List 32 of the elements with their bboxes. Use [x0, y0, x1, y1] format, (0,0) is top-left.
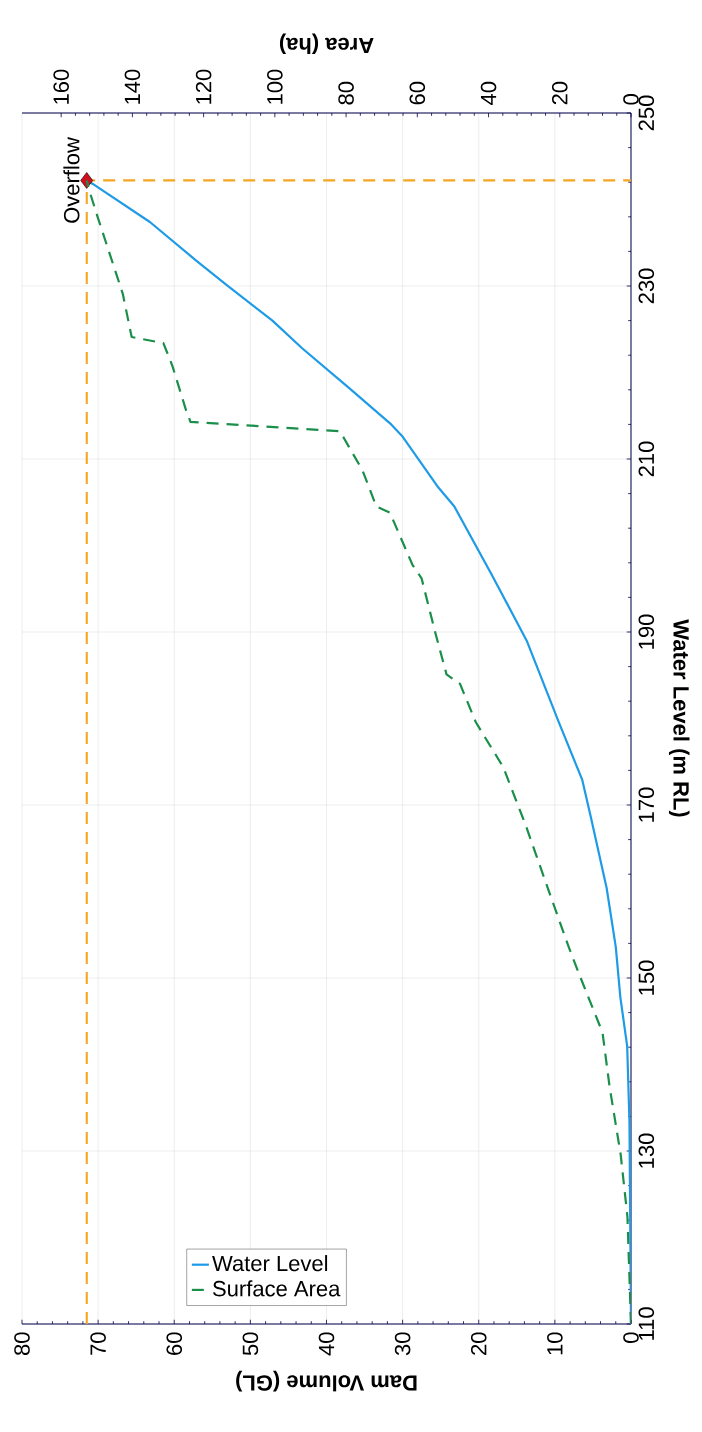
x2-axis-title: Area (ha): [279, 33, 374, 54]
x-tick-label: 70: [90, 1332, 106, 1355]
x-axis-title: Dam Volume (GL): [236, 1370, 417, 1392]
x2-tick-label: 20: [551, 81, 568, 105]
x-tick-label: 60: [166, 1332, 183, 1355]
x2-tick-label: 140: [124, 69, 141, 104]
x2-tick-label: 160: [53, 69, 69, 104]
x-tick-label: 30: [394, 1332, 411, 1356]
x-tick-label: 50: [242, 1332, 259, 1356]
y-tick-label: 130: [638, 1133, 655, 1168]
x-tick-label: 40: [318, 1332, 335, 1356]
y-tick-label: 190: [638, 614, 655, 649]
legend-label: Water Level: [212, 1255, 328, 1272]
y-tick-label: 110: [638, 1307, 655, 1340]
x-tick-label: 80: [14, 1332, 30, 1356]
y-tick-label: 230: [638, 268, 655, 304]
legend-label: Surface Area: [213, 1280, 341, 1297]
x2-tick-label: 80: [338, 81, 354, 105]
x-tick-label: 10: [547, 1332, 563, 1355]
x2-tick-label: 0: [623, 94, 639, 105]
y-tick-label: 210: [638, 441, 655, 477]
annotation: Overflow: [63, 137, 80, 223]
y-tick-label: 170: [638, 787, 655, 822]
x-tick-label: 20: [470, 1332, 487, 1355]
x2-tick-label: 100: [267, 69, 283, 104]
y-axis-title: Water Level (m RL): [668, 619, 690, 817]
y-tick-label: 150: [638, 960, 655, 995]
x2-tick-label: 40: [480, 81, 497, 105]
y-tick-label: 250: [638, 95, 655, 131]
x2-tick-label: 120: [195, 69, 212, 104]
x-tick-label: 0: [623, 1332, 639, 1343]
x2-tick-label: 60: [409, 81, 426, 105]
